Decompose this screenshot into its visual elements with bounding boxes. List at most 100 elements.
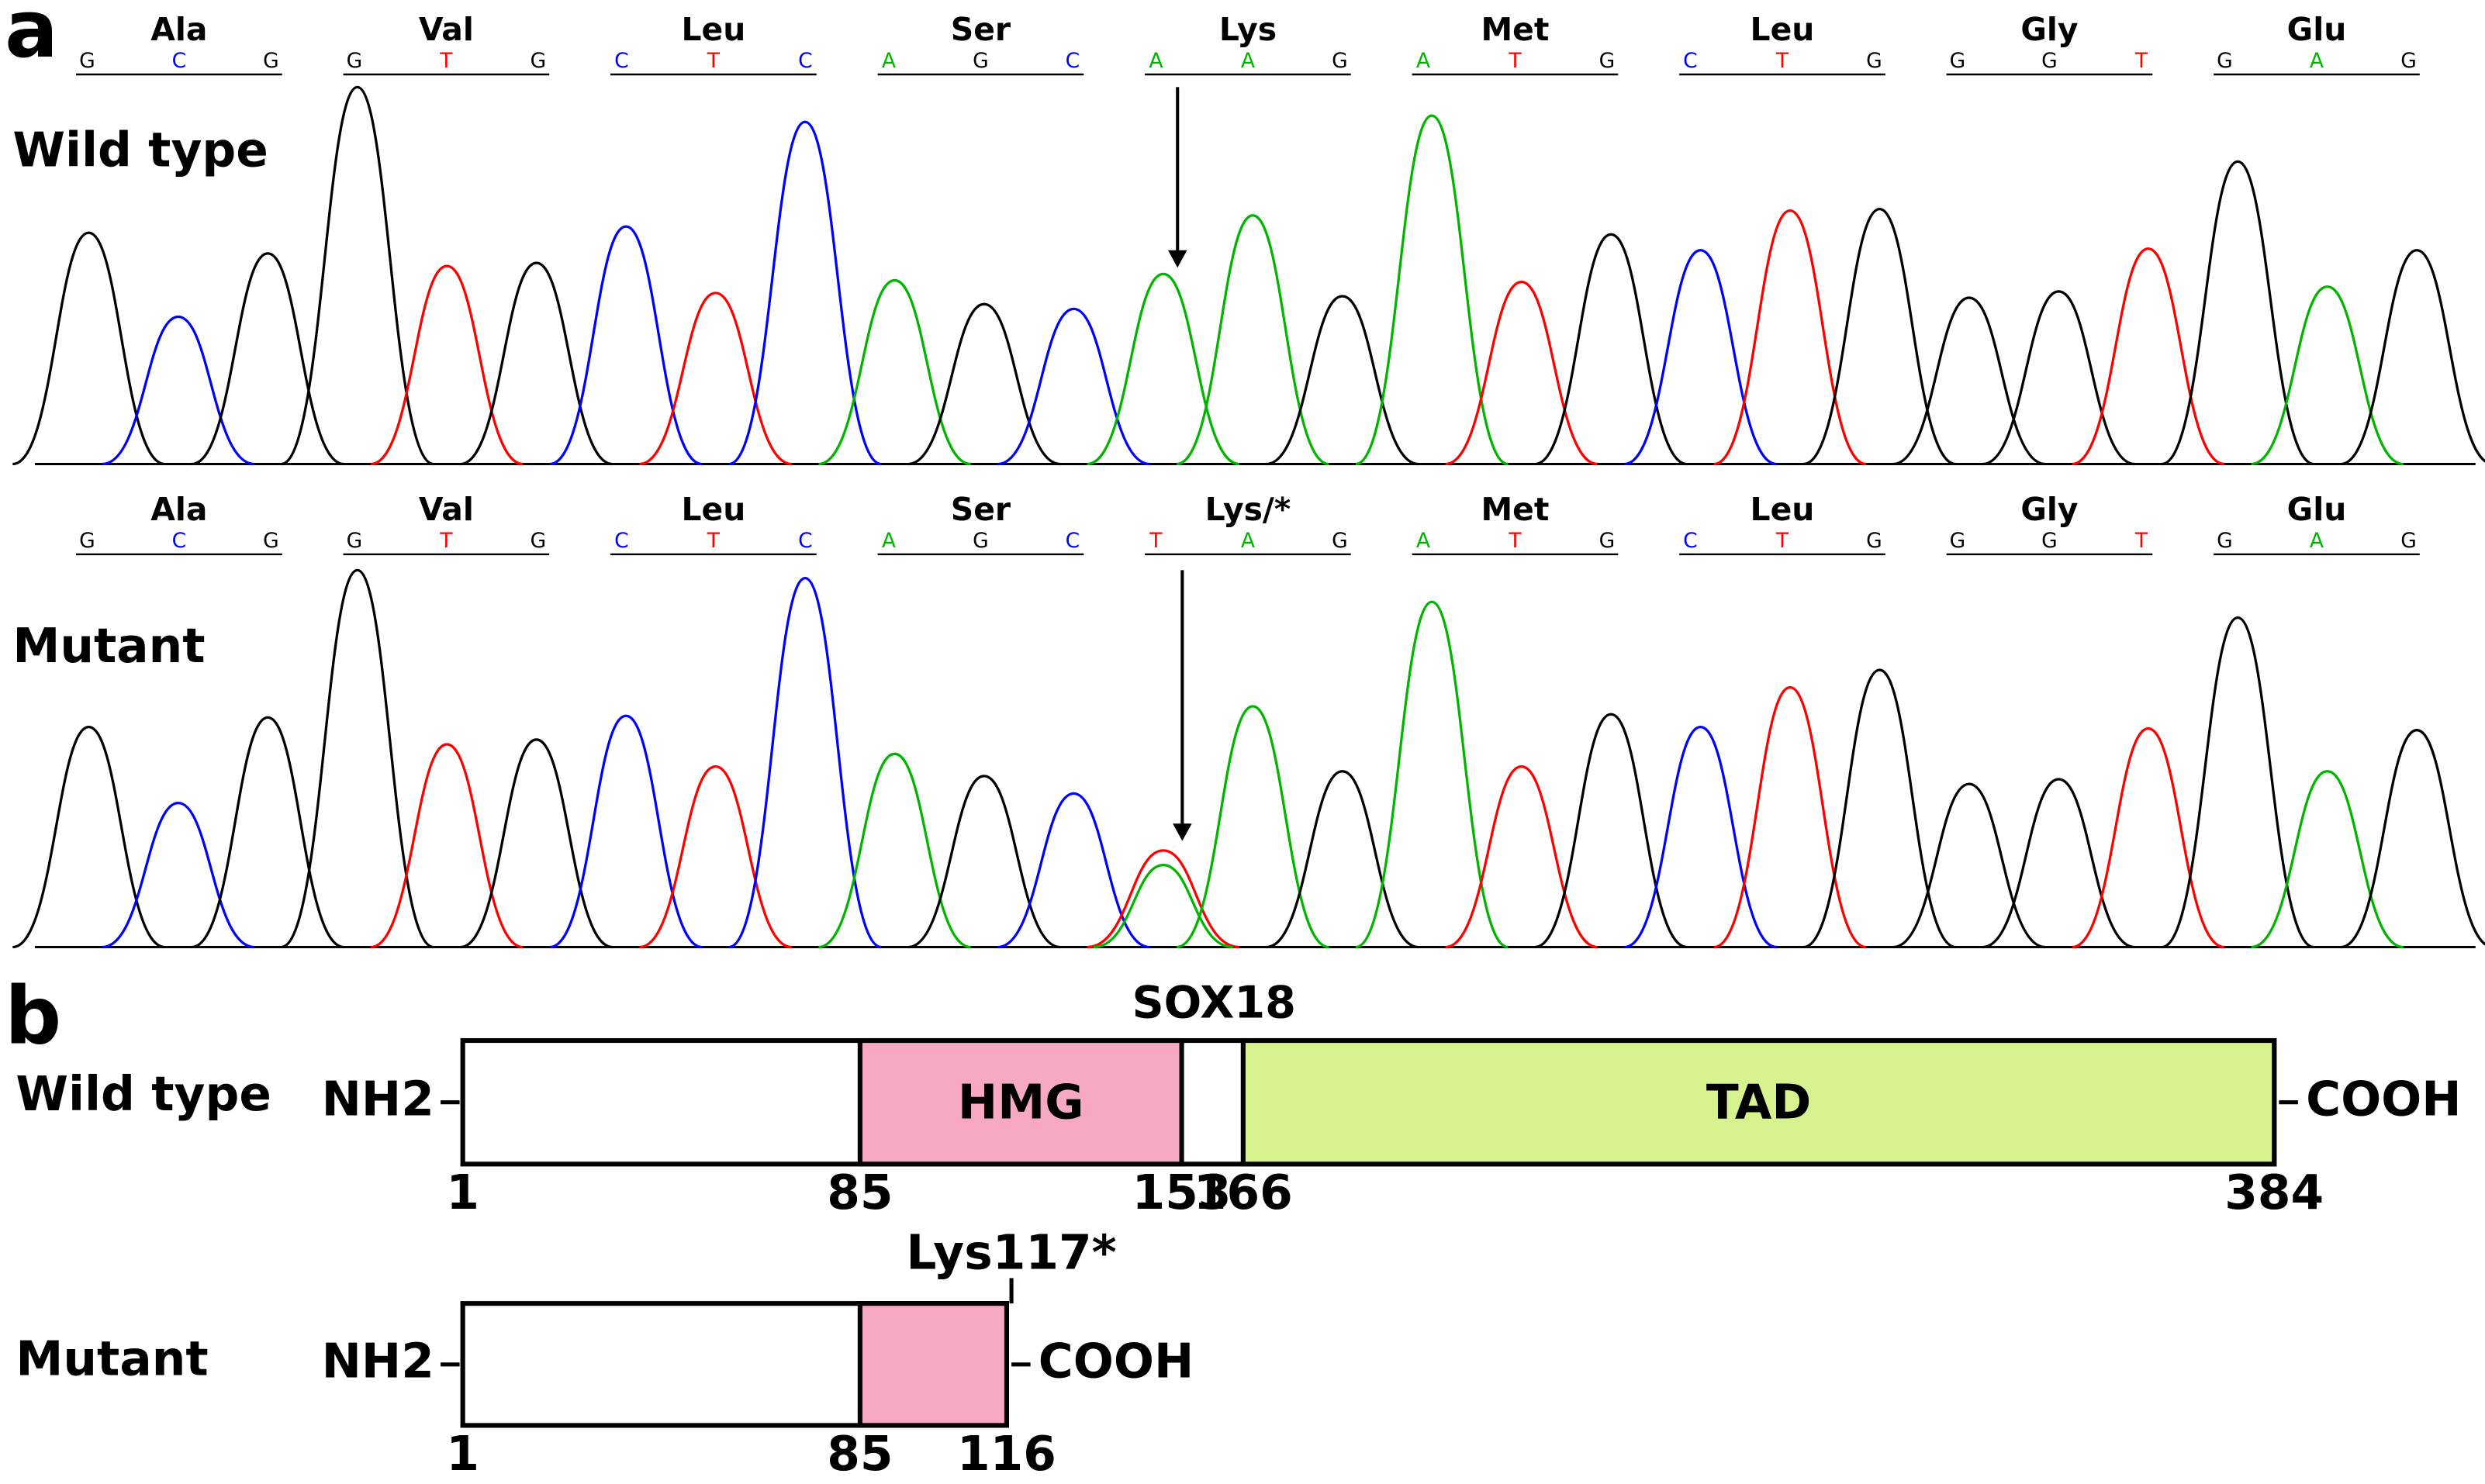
mutation-label: Lys117* [906,1225,1116,1280]
base-label: G [347,49,363,73]
trace-peak [1445,765,1598,949]
base-label: T [2134,49,2148,73]
position-label: 384 [2224,1165,2324,1220]
base-label: G [2217,49,2233,73]
trace-peak [1093,863,1233,949]
trace-peak [2251,770,2404,949]
base-label: A [882,49,896,73]
trace-peak [1624,725,1777,949]
codon-label: Ser [951,11,1011,48]
domain [1240,1037,2277,1167]
position-label: 1 [446,1427,479,1482]
n-terminus: NH2 [322,1072,434,1127]
trace-peak [1803,208,1956,466]
codon-label: Gly [2020,491,2078,528]
base-label: A [1241,529,1255,553]
base-label: A [2310,529,2324,553]
trace-peak [460,261,613,466]
codon-label: Glu [2287,491,2347,528]
trace-peak [549,714,703,949]
trace-peak [907,775,1061,949]
trace-peak [639,765,792,949]
base-label: T [707,529,721,553]
base-label: G [973,529,989,553]
base-label: T [1149,529,1163,553]
trace-peak [12,725,165,949]
trace-peak [728,120,882,466]
trace-peak [1803,668,1956,949]
position-label: 116 [957,1427,1056,1482]
base-label: A [1241,49,1255,73]
base-label: T [1508,49,1522,73]
base-label: G [1332,49,1348,73]
trace-peak [2161,160,2314,466]
trace-peak [102,802,255,949]
base-label: G [263,49,279,73]
base-label: A [1149,49,1163,73]
trace-peak [2072,247,2225,466]
trace-peak [2251,285,2404,466]
trace-peak [12,231,165,466]
base-label: G [531,49,547,73]
trace-peak [818,752,971,949]
panel-label: a [5,0,58,76]
base-label: G [1599,49,1616,73]
trace-peak [818,278,971,466]
base-label: G [79,49,95,73]
trace-peak [1087,272,1240,466]
base-label: T [2134,529,2148,553]
codon-label: Gly [2020,11,2078,48]
position-label: 166 [1194,1165,1293,1220]
domain [857,1037,1184,1167]
construct-label: Mutant [16,1331,208,1386]
c-terminus: COOH [2306,1072,2461,1127]
arrow-head [1173,823,1192,841]
trace-peak [2340,729,2485,949]
track-label: Mutant [12,619,205,674]
base-label: G [1950,49,1966,73]
trace-peak [281,568,434,949]
codon-label: Leu [681,11,745,48]
arrow-head [1167,250,1187,268]
trace-peak [191,716,344,949]
n-terminus: NH2 [322,1334,434,1389]
trace-peak [728,576,882,949]
position-label: 153 [1132,1165,1232,1220]
track-label: Wild type [12,123,268,178]
trace-peak [1534,713,1688,949]
base-label: C [172,49,187,73]
trace-peak [1892,296,2046,466]
trace-peak [1176,214,1329,466]
trace-peak [1982,778,2135,949]
construct-label: Wild type [16,1067,271,1122]
trace-peak [1534,233,1688,466]
base-label: T [439,529,453,553]
base-label: G [347,529,363,553]
base-label: T [439,49,453,73]
base-label: G [2041,49,2058,73]
codon-label: Ala [150,11,207,48]
codon-label: Glu [2287,11,2347,48]
base-label: A [882,529,896,553]
trace-peak [191,252,344,466]
base-label: A [1416,49,1430,73]
trace-peak [102,315,255,466]
codon-label: Lys/* [1205,491,1291,528]
trace-peak [1624,249,1777,466]
trace-peak [639,292,792,466]
base-label: G [2400,49,2417,73]
trace-peak [907,302,1061,466]
position-label: 85 [827,1165,893,1220]
base-label: C [614,529,629,553]
base-label: C [1066,49,1080,73]
trace-peak [549,225,703,466]
trace-peak [1176,705,1329,949]
base-label: G [2041,529,2058,553]
base-label: T [707,49,721,73]
trace-peak [1982,290,2135,466]
base-label: A [2310,49,2324,73]
base-label: G [1332,529,1348,553]
codon-label: Leu [1751,491,1815,528]
codon-label: Met [1481,11,1549,48]
